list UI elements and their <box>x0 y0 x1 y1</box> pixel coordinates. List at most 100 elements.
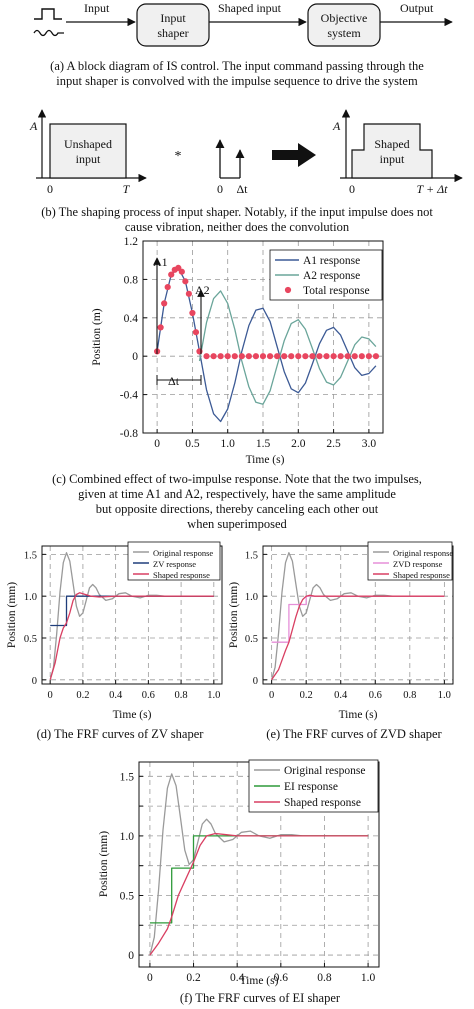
y-tick-label: 1.5 <box>120 771 135 783</box>
shaped-input-label: Shaped input <box>218 1 282 15</box>
y-tick-label: 0 <box>253 676 258 687</box>
objective-system-block-line1: Objective <box>321 11 368 25</box>
shaped-amp-label: A <box>332 119 341 133</box>
series-line <box>271 595 445 643</box>
chart-c-annotations: A1 A2 Δt <box>153 255 210 388</box>
x-tick-label: 0 <box>154 438 160 450</box>
legend-label: Original response <box>153 548 213 558</box>
series-point <box>358 353 365 360</box>
x-tick-label: 0.6 <box>274 972 289 984</box>
series-line <box>270 552 445 680</box>
panel-b-shaping-process: A Unshaped input 0 T * 0 Δt A Shaped inp… <box>29 109 463 234</box>
caption-b-line1: (b) The shaping process of input shaper.… <box>41 205 433 219</box>
legend-label: Shaped response <box>284 797 361 809</box>
series-point <box>302 353 309 360</box>
series-point <box>231 353 238 360</box>
series-point <box>323 353 330 360</box>
legend-label: Original response <box>393 548 453 558</box>
impulse-zero-label: 0 <box>217 182 223 196</box>
series-point <box>203 353 210 360</box>
series-point <box>252 353 260 360</box>
series-line <box>271 594 445 681</box>
series-point <box>178 268 185 275</box>
unshaped-zero-label: 0 <box>47 182 53 196</box>
series-line <box>198 290 377 405</box>
x-tick-label: 0 <box>269 690 274 701</box>
y-tick-label: 0 <box>32 676 37 687</box>
legend-label: A1 response <box>303 255 360 267</box>
x-tick-label: 0.8 <box>175 690 188 701</box>
caption-b-line2: cause vibration, neither does the convol… <box>125 220 350 234</box>
legend-label: Shaped response <box>153 570 210 580</box>
x-axis-label: Time (s) <box>240 975 279 987</box>
unshaped-input-pulse <box>49 123 127 179</box>
y-tick-label: 1.5 <box>245 550 258 561</box>
input-shaper-block <box>136 3 210 47</box>
unshaped-label-line1: Unshaped <box>64 137 112 151</box>
x-tick-label: 0.6 <box>142 690 155 701</box>
series-line <box>149 835 369 924</box>
chart-two-impulse-response: 0 0.5 1.0 1.5 2.0 2.5 3.0 -0.8 -0.4 0 0.4 0.8 1.2 Tim… <box>91 236 384 466</box>
series-line <box>49 552 214 680</box>
series-point <box>192 329 200 336</box>
x-tick-label: 0 <box>48 690 53 701</box>
series-point <box>316 353 323 360</box>
step-signal-glyph <box>34 8 62 20</box>
series-point <box>330 353 337 360</box>
y-tick-label: 0 <box>132 351 138 363</box>
caption-f: (f) The FRF curves of EI shaper <box>180 991 341 1005</box>
x-tick-label: 0.5 <box>185 438 200 450</box>
input-shaper-block-line1: Input <box>160 11 186 25</box>
output-label: Output <box>400 1 434 15</box>
y-tick-label: -0.4 <box>120 390 138 402</box>
y-tick-label: 1.2 <box>124 236 139 248</box>
caption-a-line1: (a) A block diagram of IS control. The i… <box>50 59 424 73</box>
y-tick-label: 1.5 <box>24 550 37 561</box>
x-tick-label: 0 <box>147 972 153 984</box>
objective-system-block <box>307 3 381 47</box>
shaped-zero-label: 0 <box>349 182 355 196</box>
x-tick-label: 1.0 <box>207 690 220 701</box>
shaped-t-dt-label: T + Δt <box>417 182 449 196</box>
caption-c-line4: when superimposed <box>187 517 287 531</box>
y-tick-label: 1.0 <box>24 592 37 603</box>
caption-c-line1: (c) Combined effect of two-impulse respo… <box>52 472 422 486</box>
legend-label: ZVD response <box>393 559 443 569</box>
x-tick-label: 0.4 <box>230 972 245 984</box>
x-tick-label: 3.0 <box>362 438 377 450</box>
x-tick-label: 0.2 <box>300 690 313 701</box>
legend-label: A2 response <box>303 270 360 282</box>
series-point <box>344 353 351 360</box>
x-tick-label: 0.4 <box>334 690 348 701</box>
y-tick-label: 0.5 <box>120 890 135 902</box>
a1-label: A1 <box>153 255 168 269</box>
y-tick-label: 0.5 <box>24 634 37 645</box>
x-tick-label: 0.4 <box>109 690 123 701</box>
legend-label: Shaped response <box>393 570 450 580</box>
panel-a-block-diagram: Input Input shaper Shaped input Objectiv… <box>33 1 453 88</box>
vibration-wave-glyph <box>33 29 64 37</box>
x-axis-label: Time (s) <box>339 709 378 721</box>
series-point <box>161 300 168 307</box>
x-axis-label: Time (s) <box>113 709 152 721</box>
x-tick-label: 1.0 <box>221 438 236 450</box>
series-line <box>156 267 377 423</box>
x-tick-label: 1.0 <box>361 972 376 984</box>
unshaped-amp-label: A <box>29 119 38 133</box>
input-label: Input <box>84 1 110 15</box>
shaped-label-line2: input <box>380 152 405 166</box>
series-line <box>49 592 214 680</box>
x-tick-label: 0.2 <box>76 690 89 701</box>
x-tick-label: 0.8 <box>403 690 416 701</box>
convolution-symbol: * <box>175 149 182 164</box>
dt-label: Δt <box>168 374 180 388</box>
x-tick-label: 1.0 <box>438 690 451 701</box>
x-tick-label: 0.6 <box>369 690 382 701</box>
series-point <box>182 278 189 285</box>
shaped-input-pulse <box>351 123 433 179</box>
impulse-dt-label: Δt <box>236 182 248 196</box>
series-point <box>224 353 231 360</box>
series-point <box>210 353 217 360</box>
series-point <box>337 353 344 360</box>
